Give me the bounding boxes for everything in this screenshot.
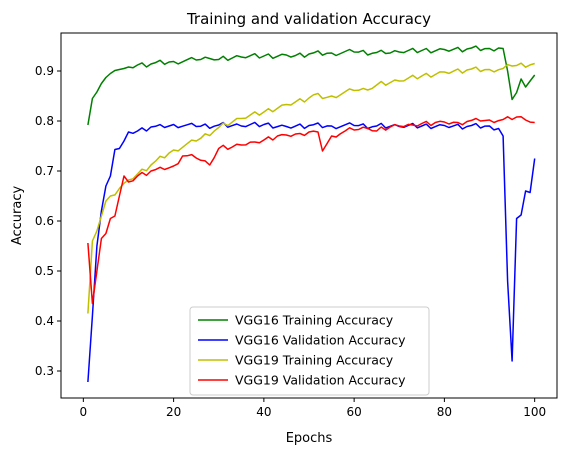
legend-label: VGG19 Validation Accuracy — [235, 373, 406, 388]
y-axis-label: Accuracy — [10, 186, 25, 246]
y-tick-label: 0.5 — [35, 264, 54, 278]
x-tick-label: 20 — [166, 405, 181, 419]
x-axis-label: Epochs — [286, 431, 333, 446]
legend-label: VGG16 Training Accuracy — [235, 313, 394, 328]
series-line-3 — [87, 62, 535, 314]
plot-frame — [60, 32, 558, 399]
series-line-2 — [87, 121, 536, 383]
series-line-1 — [87, 45, 536, 126]
legend-label: VGG16 Validation Accuracy — [235, 333, 406, 348]
y-tick-label: 0.9 — [35, 64, 54, 78]
y-tick-label: 0.3 — [35, 364, 54, 378]
y-tick-label: 0.8 — [35, 114, 54, 128]
series-layer — [87, 45, 536, 383]
legend-label: VGG19 Training Accuracy — [235, 353, 394, 368]
series-line-4 — [87, 115, 535, 305]
x-tick-label: 80 — [437, 405, 452, 419]
y-tick-label: 0.6 — [35, 214, 54, 228]
x-axis: 0 20 40 60 80 100 — [80, 398, 546, 419]
legend-box — [189, 306, 430, 396]
x-tick-label: 100 — [523, 405, 546, 419]
y-tick-label: 0.4 — [35, 314, 54, 328]
legend: VGG16 Training Accuracy VGG16 Validation … — [189, 306, 430, 396]
y-tick-label: 0.7 — [35, 164, 54, 178]
x-tick-label: 60 — [346, 405, 361, 419]
x-tick-label: 40 — [256, 405, 271, 419]
chart-title: Training and validation Accuracy — [186, 10, 431, 28]
y-axis: 0.3 0.4 0.5 0.6 0.7 0.8 0.9 — [35, 64, 61, 378]
x-tick-label: 0 — [80, 405, 88, 419]
